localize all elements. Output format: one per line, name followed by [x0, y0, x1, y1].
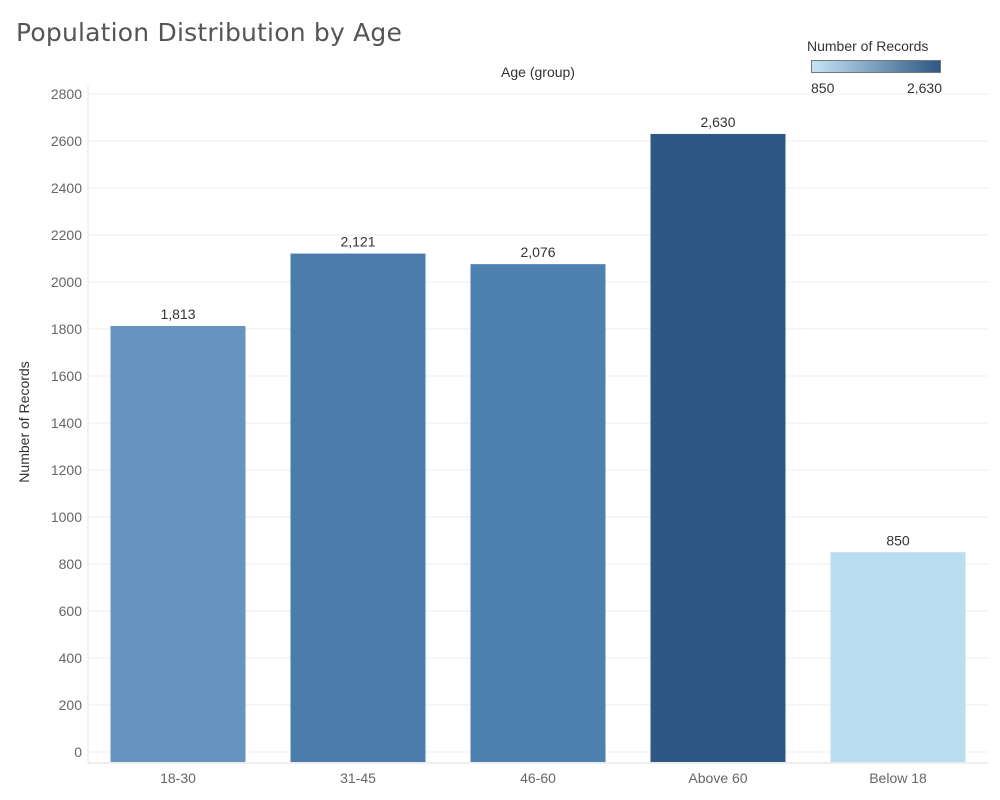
bar-1[interactable] [290, 253, 426, 762]
y-tick-label-14: 2800 [51, 86, 82, 102]
data-label-0: 1,813 [160, 306, 195, 322]
bar-0[interactable] [110, 325, 246, 762]
y-tick-label-4: 800 [59, 556, 83, 572]
y-tick-label-8: 1600 [51, 368, 82, 384]
bars [110, 133, 966, 762]
x-tick-label-2: 46-60 [520, 770, 556, 786]
y-tick-label-13: 2600 [51, 133, 82, 149]
y-tick-label-0: 0 [74, 744, 82, 760]
bar-4[interactable] [830, 552, 966, 762]
chart-title: Population Distribution by Age [16, 18, 403, 47]
y-tick-label-11: 2200 [51, 227, 82, 243]
data-label-1: 2,121 [340, 234, 375, 250]
y-tick-label-2: 400 [59, 650, 83, 666]
y-tick-label-9: 1800 [51, 321, 82, 337]
y-tick-label-6: 1200 [51, 462, 82, 478]
bar-2[interactable] [470, 264, 606, 762]
y-axis-ticks: 0 200 400 600 800 1000 1200 1400 1600 1800 2000 220… [51, 86, 82, 760]
data-labels: 1,813 2,121 2,076 2,630 850 [160, 114, 909, 548]
y-tick-label-10: 2000 [51, 274, 82, 290]
x-tick-label-4: Below 18 [869, 770, 927, 786]
y-tick-label-1: 200 [59, 697, 83, 713]
y-axis-title: Number of Records [16, 361, 32, 482]
data-label-4: 850 [886, 532, 910, 548]
y-tick-label-3: 600 [59, 603, 83, 619]
y-tick-label-5: 1000 [51, 509, 82, 525]
y-tick-label-7: 1400 [51, 415, 82, 431]
x-tick-label-3: Above 60 [688, 770, 747, 786]
y-tick-label-12: 2400 [51, 180, 82, 196]
legend-max-label: 2,630 [906, 80, 942, 96]
x-tick-label-0: 18-30 [160, 770, 196, 786]
x-axis-title: Age (group) [501, 64, 575, 80]
data-label-2: 2,076 [520, 244, 555, 260]
legend-title: Number of Records [807, 38, 929, 54]
x-tick-label-1: 31-45 [340, 770, 376, 786]
bar-3[interactable] [650, 133, 786, 762]
data-label-3: 2,630 [700, 114, 735, 130]
legend-gradient-bar [811, 60, 941, 73]
x-axis-ticks: 18-30 31-45 46-60 Above 60 Below 18 [160, 770, 927, 786]
legend-min-label: 850 [811, 80, 835, 96]
